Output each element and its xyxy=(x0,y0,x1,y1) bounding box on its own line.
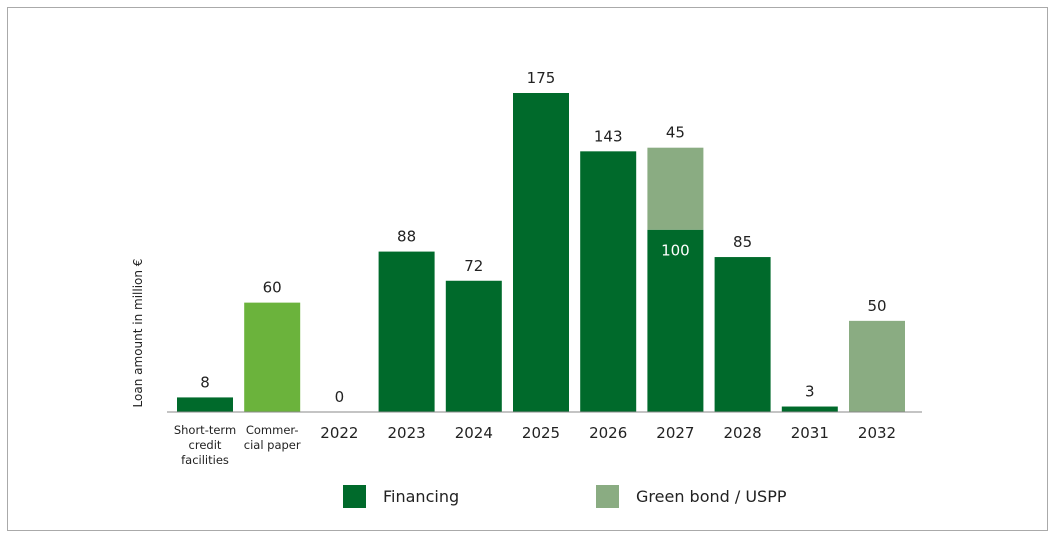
data-label-5: 175 xyxy=(527,69,556,87)
chart-frame: 8 Short-term credit facilities 60 Commer-cial… xyxy=(7,7,1048,531)
data-label-4: 72 xyxy=(464,257,483,275)
bar-financing-3 xyxy=(378,251,435,412)
data-label-3: 88 xyxy=(397,228,416,246)
data-label-9: 3 xyxy=(805,383,815,401)
loan-maturity-chart: 8 Short-term credit facilities 60 Commer-cial… xyxy=(131,69,922,508)
data-label-0: 8 xyxy=(200,373,210,391)
bar-financing-7 xyxy=(647,229,704,412)
bar-green-bond-uspp-10 xyxy=(849,320,905,412)
x-tick-label-1: Commer-cial paper xyxy=(244,423,301,452)
legend-swatch-1 xyxy=(596,485,619,508)
bar-financing-8 xyxy=(714,257,771,412)
bar-green-bond-uspp-7 xyxy=(647,147,704,230)
inner-label-7: 100 xyxy=(661,242,690,260)
legend: Financing Green bond / USPP xyxy=(343,485,787,508)
legend-swatch-0 xyxy=(343,485,366,508)
bar-financing-6 xyxy=(580,151,637,412)
legend-label-1: Green bond / USPP xyxy=(636,487,787,506)
data-label-7: 45 xyxy=(666,124,685,142)
x-tick-label-5: 2025 xyxy=(522,424,560,442)
bar-series-1-1 xyxy=(244,302,301,412)
data-label-1: 60 xyxy=(263,279,282,297)
x-tick-label-0: Short-term credit facilities xyxy=(174,423,236,467)
data-label-10: 50 xyxy=(867,297,886,315)
x-tick-label-9: 2031 xyxy=(791,424,829,442)
x-tick-label-8: 2028 xyxy=(724,424,762,442)
x-tick-label-6: 2026 xyxy=(589,424,627,442)
bar-financing-9 xyxy=(781,406,838,412)
data-label-6: 143 xyxy=(594,127,623,145)
x-tick-label-2: 2022 xyxy=(320,424,358,442)
bar-financing-4 xyxy=(445,280,502,412)
bar-financing-0 xyxy=(177,397,233,412)
x-tick-label-3: 2023 xyxy=(388,424,426,442)
legend-label-0: Financing xyxy=(383,487,459,506)
x-tick-label-7: 2027 xyxy=(656,424,694,442)
labels-layer: 8 Short-term credit facilities 60 Commer-cial… xyxy=(174,69,896,467)
data-label-8: 85 xyxy=(733,233,752,251)
data-label-2: 0 xyxy=(335,388,345,406)
x-tick-label-4: 2024 xyxy=(455,424,493,442)
x-tick-label-10: 2032 xyxy=(858,424,896,442)
bars-layer xyxy=(177,93,905,412)
bar-financing-5 xyxy=(513,93,569,412)
y-axis-label: Loan amount in million € xyxy=(131,259,145,408)
